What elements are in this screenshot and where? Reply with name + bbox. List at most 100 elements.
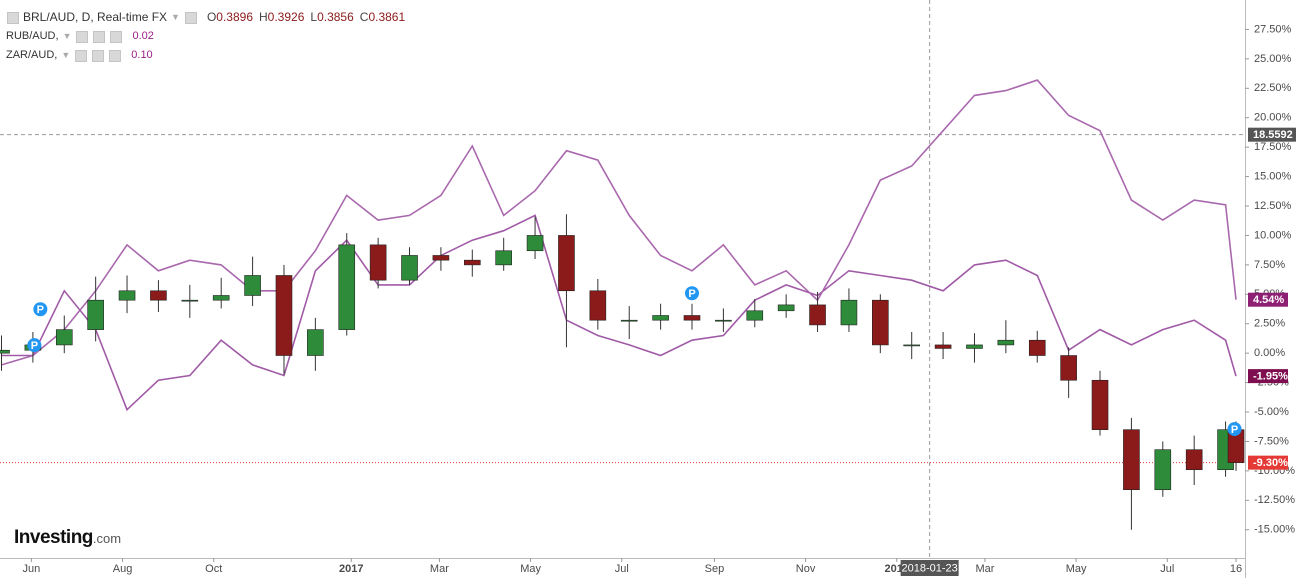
legend-icon[interactable] [109, 49, 122, 62]
event-marker-label: P [688, 288, 695, 300]
legend-name: RUB/AUD, [6, 30, 59, 42]
candle-body [966, 344, 983, 349]
candle-body [495, 250, 512, 266]
series-last-label-bg [1248, 369, 1288, 384]
collapse-icon[interactable] [7, 11, 19, 24]
compare-line [1, 79, 1237, 366]
event-marker-label: P [1231, 424, 1238, 436]
series-last-label: -1.95% [1253, 371, 1288, 383]
candle-body [150, 290, 167, 301]
logo-suffix: .com [92, 531, 122, 546]
x-tick-label: Nov [796, 563, 816, 575]
x-tick-label: Mar [430, 563, 449, 575]
caret[interactable]: ▼ [61, 50, 71, 60]
candle-body [589, 290, 607, 321]
x-tick-label: 2017 [339, 563, 363, 575]
legend-icon[interactable] [75, 49, 88, 62]
y-tick-label: 20.00% [1254, 112, 1292, 124]
candle-body [683, 315, 701, 321]
compare-row: ZAR/AUD, ▼ 0.10 [6, 46, 405, 65]
event-marker[interactable] [33, 302, 48, 317]
x-tick-label: Sep [705, 563, 725, 575]
caret[interactable]: ▼ [62, 31, 72, 41]
y-tick-label: 17.50% [1254, 141, 1292, 153]
logo: Investing.com [14, 527, 121, 549]
ohlc-label: H [259, 10, 268, 24]
candle-body [809, 304, 826, 326]
x-tick-label: Jul [615, 563, 629, 575]
ohlc-label: L [310, 10, 318, 24]
candle-body [872, 299, 889, 346]
candle-body [1154, 449, 1172, 491]
legend-value: 0.02 [132, 30, 154, 42]
main-legend: BRL/AUD, D, Real-time FX ▼ O 0.3896 H 0.392… [6, 8, 405, 27]
crosshair-y-label-bg [1248, 127, 1296, 142]
x-tick-label: Aug [113, 563, 133, 575]
event-marker[interactable] [1227, 422, 1242, 437]
candle-body [307, 329, 324, 356]
crosshair-y-label: 18.5592 [1253, 129, 1293, 141]
ohlc-label: C [359, 10, 369, 24]
logo-name: Investing [14, 527, 93, 548]
y-tick-label: 22.50% [1254, 82, 1292, 94]
ohlc: O 0.3896 H 0.3926 L 0.3856 C 0.3861 [201, 8, 405, 27]
candle-body [181, 299, 199, 302]
legend-name: ZAR/AUD, [6, 49, 58, 61]
series-last-label: 4.54% [1253, 294, 1284, 306]
candle-body [526, 235, 544, 252]
candle-body [244, 275, 261, 296]
y-tick-label: -5.00% [1254, 406, 1289, 418]
compare-row: RUB/AUD, ▼ 0.02 [6, 27, 405, 46]
x-tick-label: May [1066, 563, 1087, 575]
last-label: -9.30% [1253, 457, 1288, 469]
legend-icon[interactable] [93, 30, 106, 43]
legend-icon[interactable] [110, 30, 123, 43]
event-marker-label: P [37, 304, 44, 316]
y-tick-label: 27.50% [1254, 23, 1292, 35]
compare-legend: RUB/AUD, ▼ 0.02 ZAR/AUD, ▼ 0.10 [6, 27, 405, 65]
y-tick-label: 2.50% [1254, 318, 1285, 330]
compare-line [1, 214, 1237, 412]
ohlc-value: 0.3896 [216, 10, 253, 24]
series-last-label-bg [1248, 292, 1288, 307]
crosshair-x-label: 2018-01-23 [901, 562, 957, 574]
settings-icon[interactable] [184, 11, 197, 24]
candle-body [715, 319, 732, 322]
ohlc-value: 0.3861 [368, 10, 406, 24]
y-tick-label: 0.00% [1254, 347, 1285, 359]
ohlc-value: 0.3856 [317, 10, 354, 24]
crosshair-x-label-bg [900, 560, 959, 576]
y-tick-label: 12.50% [1254, 200, 1292, 212]
candle-body [87, 299, 104, 330]
event-marker[interactable] [27, 338, 42, 353]
candle-body [840, 299, 858, 326]
y-tick-label: 7.50% [1254, 259, 1285, 271]
candle-body [620, 319, 638, 322]
y-tick-label: -12.50% [1254, 494, 1295, 506]
candle-body [746, 310, 764, 321]
candle-body [338, 244, 356, 330]
y-tick-label: 25.00% [1254, 53, 1292, 65]
x-tick-label: Jul [1160, 563, 1174, 575]
candle-body [1091, 379, 1109, 430]
candle-body [55, 329, 73, 346]
legend-icon[interactable] [76, 30, 89, 43]
x-tick-label: Mar [975, 563, 994, 575]
event-marker[interactable] [684, 286, 699, 301]
last-label-bg [1248, 455, 1288, 470]
candle-body [369, 244, 387, 281]
candle-body [558, 235, 575, 292]
candle-body [401, 255, 418, 281]
ohlc-value: 0.3926 [267, 10, 305, 24]
legend-icon[interactable] [92, 49, 105, 62]
caret[interactable]: ▼ [171, 12, 180, 22]
x-tick-label: 16 [1230, 563, 1242, 575]
candle-body [1123, 429, 1140, 491]
candle-body [1185, 449, 1203, 471]
candle-body [118, 290, 136, 301]
candle-body [212, 295, 230, 301]
candle-body [275, 275, 293, 356]
candle-body [777, 304, 795, 312]
legend-value: 0.10 [131, 49, 153, 61]
